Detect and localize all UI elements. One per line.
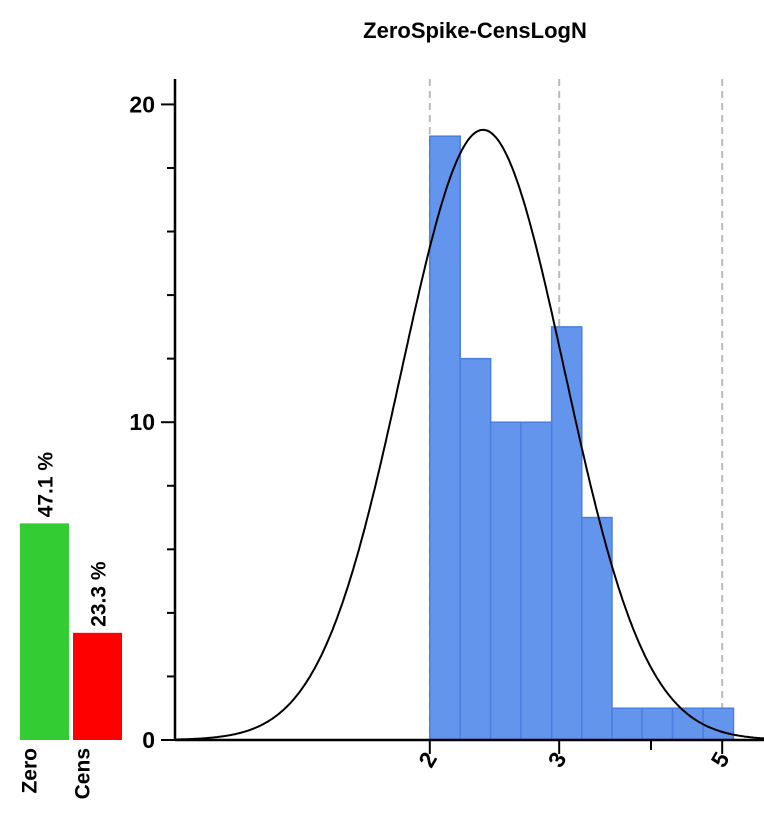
x-tick-label: 2	[413, 748, 442, 772]
x-tick-label: 3	[543, 748, 572, 772]
histogram-bar	[550, 326, 583, 741]
side-bar-percent-label: 47.1 %	[35, 452, 58, 518]
side-bar-percent-label: 23.3 %	[88, 561, 111, 627]
histogram-bar	[611, 707, 643, 741]
histogram-bar	[581, 516, 613, 741]
histogram-bar	[489, 421, 522, 741]
histogram-bar	[641, 707, 674, 741]
histogram-bar	[702, 707, 735, 741]
y-tick-label: 20	[129, 91, 155, 117]
histogram-bar	[671, 707, 704, 741]
side-bar-category-label: Cens	[72, 748, 95, 799]
side-bar-cens	[73, 632, 122, 740]
y-tick-label: 10	[129, 409, 155, 435]
x-tick-label: 5	[706, 747, 735, 771]
histogram-bar	[459, 357, 492, 741]
y-tick-label: 0	[142, 727, 155, 753]
chart-title: ZeroSpike-CensLogN	[363, 18, 587, 43]
side-bar-category-label: Zero	[19, 748, 42, 794]
histogram-bar	[520, 421, 553, 741]
fitted-curve	[175, 128, 764, 740]
side-bar-zero	[20, 523, 69, 740]
